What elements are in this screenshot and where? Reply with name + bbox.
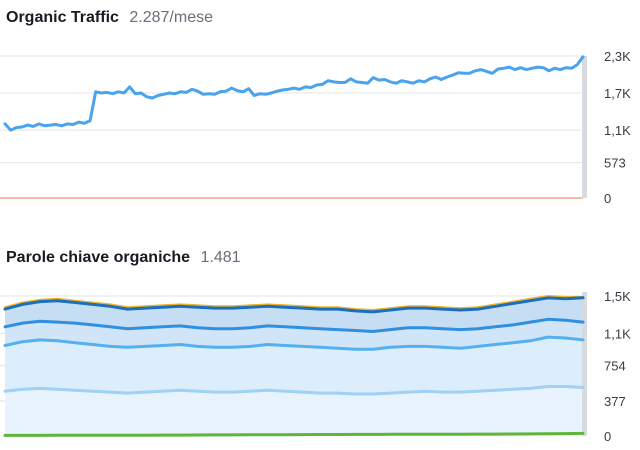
traffic-series-line[interactable] xyxy=(3,55,585,132)
keywords-metric-value: 1.481 xyxy=(200,249,241,266)
keywords-area-kw_51_100 xyxy=(5,386,583,436)
keywords-series-line-kw_21_50[interactable] xyxy=(3,335,585,351)
keywords-y-tick-label: 0 xyxy=(604,429,611,444)
keywords-chart-title: Parole chiave organiche xyxy=(6,249,191,266)
keywords-series-line-kw_top3[interactable] xyxy=(4,295,584,311)
traffic-y-tick-label: 1,7K xyxy=(604,86,631,101)
keywords-series-line-kw_4_10[interactable] xyxy=(3,296,585,314)
keywords-current-period-marker xyxy=(582,292,587,436)
keywords-y-tick-label: 1,5K xyxy=(604,289,631,304)
keywords-series-line-kw_51_100[interactable] xyxy=(3,385,585,396)
keywords-y-tick-label: 1,1K xyxy=(604,326,631,341)
traffic-chart-title: Organic Traffic xyxy=(6,9,119,26)
keywords-series-line-kw_serp[interactable] xyxy=(3,431,585,437)
traffic-current-period-marker xyxy=(582,56,587,198)
keywords-y-tick-label: 754 xyxy=(604,359,626,374)
keywords-y-tick-label: 377 xyxy=(604,394,626,409)
traffic-y-tick-label: 0 xyxy=(604,191,611,206)
keywords-series-line-kw_11_20[interactable] xyxy=(3,317,585,333)
traffic-title-block: Organic Traffic 2.287/mese xyxy=(6,9,213,27)
traffic-metric-value: 2.287/mese xyxy=(129,9,213,26)
keywords-title-block: Parole chiave organiche 1.481 xyxy=(6,249,241,267)
traffic-y-tick-label: 1,1K xyxy=(604,123,631,138)
traffic-y-tick-label: 2,3K xyxy=(604,49,631,64)
traffic-y-tick-label: 573 xyxy=(604,156,626,171)
